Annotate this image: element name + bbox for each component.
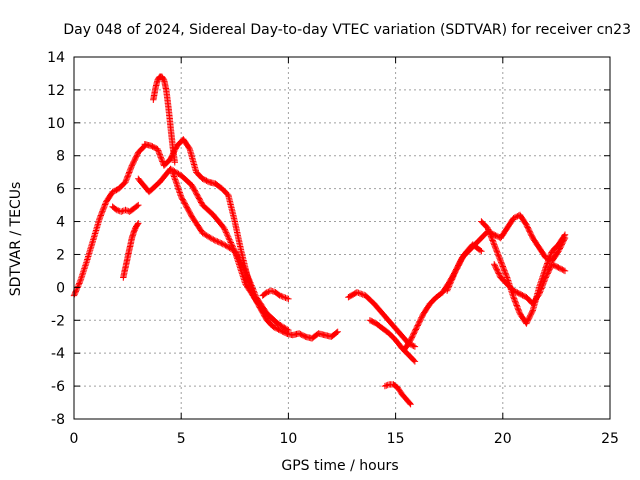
data-point-markers bbox=[381, 381, 414, 408]
grid-lines bbox=[74, 57, 610, 419]
y-tick-label: 14 bbox=[47, 50, 65, 66]
data-series-track-third-descent bbox=[169, 169, 281, 327]
data-point-markers bbox=[345, 289, 419, 350]
data-series-track-low-segment bbox=[381, 381, 414, 408]
y-tick-label: 12 bbox=[47, 83, 65, 99]
data-point-markers bbox=[491, 261, 569, 307]
y-tick-label: 6 bbox=[56, 182, 65, 198]
data-series-track-high-peak bbox=[150, 73, 178, 166]
y-axis-label: SDTVAR / TECUs bbox=[8, 182, 24, 297]
data-point-markers bbox=[259, 287, 292, 303]
data-point-markers bbox=[135, 165, 292, 334]
data-series-track-main-rise bbox=[70, 142, 148, 299]
data-point-markers bbox=[443, 241, 485, 294]
axis-ticks: -8 -6 -4 -2 0 2 4 6 8 10 12 14 0 5 10 15 20 25 bbox=[47, 50, 619, 447]
data-series-track-mid-hump bbox=[345, 289, 419, 350]
plot-frame bbox=[73, 56, 611, 420]
data-points bbox=[70, 73, 569, 408]
data-point-markers bbox=[169, 169, 281, 327]
data-series-track-late-dip bbox=[259, 287, 292, 303]
x-tick-label: 20 bbox=[494, 431, 512, 447]
chart-title: Day 048 of 2024, Sidereal Day-to-day VTE… bbox=[63, 22, 631, 38]
y-tick-label: 4 bbox=[56, 215, 65, 231]
y-tick-label: 0 bbox=[56, 280, 65, 296]
x-tick-label: 25 bbox=[601, 431, 619, 447]
data-series-track-early-spike bbox=[120, 220, 142, 281]
y-tick-label: 8 bbox=[56, 149, 65, 165]
data-series-track-evening-b bbox=[491, 261, 569, 307]
y-tick-label: -6 bbox=[51, 379, 65, 395]
data-point-markers bbox=[120, 220, 142, 281]
x-axis-label: GPS time / hours bbox=[281, 458, 398, 474]
x-tick-label: 15 bbox=[387, 431, 405, 447]
x-tick-label: 0 bbox=[70, 431, 79, 447]
y-tick-label: -4 bbox=[51, 346, 65, 362]
data-series-track-early-low bbox=[109, 201, 142, 215]
data-series-track-evening-c bbox=[443, 241, 485, 294]
data-point-markers bbox=[109, 201, 142, 215]
y-tick-label: 10 bbox=[47, 116, 65, 132]
y-tick-label: -8 bbox=[51, 412, 65, 428]
y-tick-label: -2 bbox=[51, 313, 65, 329]
data-series-track-evening-a bbox=[478, 218, 569, 327]
data-point-markers bbox=[478, 218, 569, 327]
data-point-markers bbox=[150, 73, 178, 166]
x-tick-label: 10 bbox=[279, 431, 297, 447]
axes bbox=[73, 56, 611, 420]
x-tick-label: 5 bbox=[177, 431, 186, 447]
data-point-markers bbox=[70, 142, 148, 299]
data-series-track-second-descent bbox=[135, 165, 292, 334]
y-tick-label: 2 bbox=[56, 247, 65, 263]
